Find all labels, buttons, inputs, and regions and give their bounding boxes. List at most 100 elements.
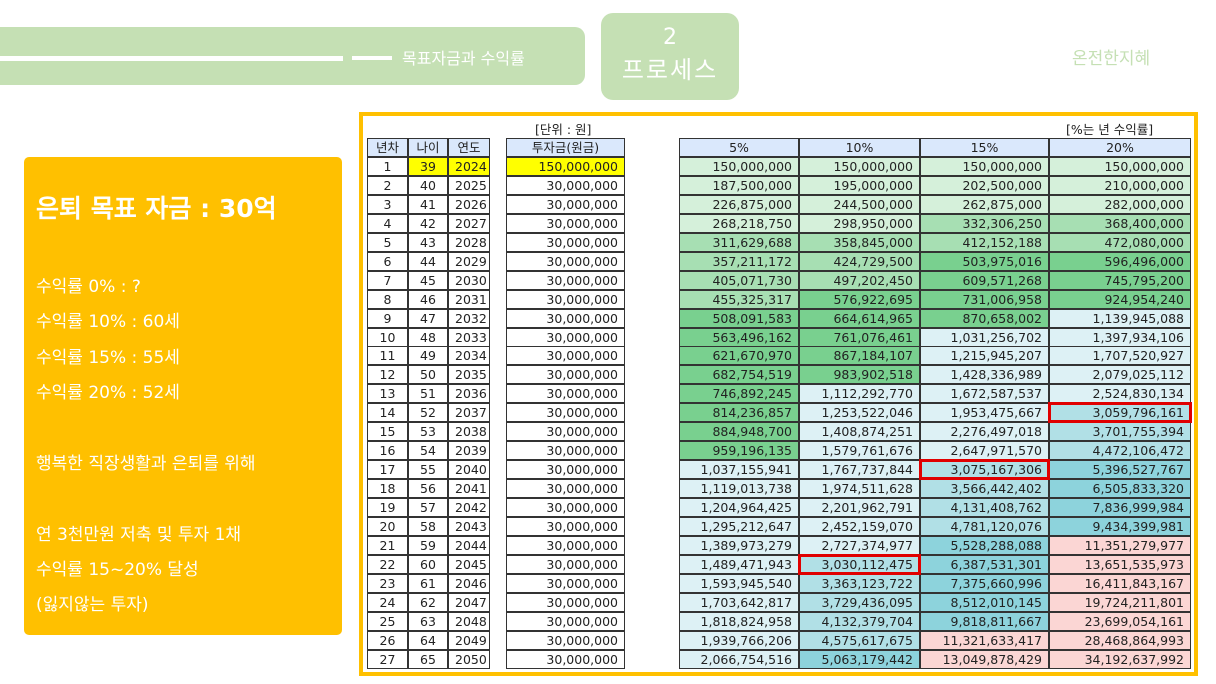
cell-rate-10[interactable]: 497,202,450 [799, 270, 920, 290]
cell-rate-5[interactable]: 814,236,857 [679, 403, 799, 423]
cell-year-index[interactable]: 23 [367, 573, 408, 593]
cell-age[interactable]: 65 [408, 649, 448, 669]
cell-rate-20[interactable]: 2,079,025,112 [1049, 365, 1191, 385]
cell-rate-20[interactable]: 282,000,000 [1049, 194, 1191, 214]
cell-rate-20-highlighted[interactable]: 3,059,796,161 [1048, 402, 1192, 424]
cell-rate-15[interactable]: 609,571,268 [920, 270, 1049, 290]
cell-rate-20[interactable]: 16,411,843,167 [1049, 573, 1191, 593]
cell-rate-15[interactable]: 4,781,120,076 [920, 517, 1049, 536]
cell-rate-15[interactable]: 731,006,958 [920, 289, 1049, 309]
cell-rate-10[interactable]: 3,363,123,722 [799, 573, 920, 593]
header-rate-5[interactable]: 5% [679, 138, 799, 157]
cell-rate-15[interactable]: 2,276,497,018 [920, 422, 1049, 442]
cell-rate-10[interactable]: 150,000,000 [799, 156, 920, 176]
cell-rate-5[interactable]: 1,204,964,425 [679, 498, 799, 518]
cell-age[interactable]: 57 [408, 498, 448, 518]
cell-year-index[interactable]: 14 [367, 403, 408, 423]
cell-rate-15[interactable]: 13,049,878,429 [920, 649, 1049, 669]
cell-rate-10[interactable]: 5,063,179,442 [799, 649, 920, 669]
cell-rate-15[interactable]: 1,672,587,537 [920, 384, 1049, 404]
cell-rate-5[interactable]: 746,892,245 [679, 384, 799, 404]
cell-year[interactable]: 2037 [448, 403, 490, 423]
cell-principal[interactable]: 30,000,000 [506, 232, 625, 252]
cell-rate-20[interactable]: 6,505,833,320 [1049, 479, 1191, 499]
cell-rate-20[interactable]: 11,351,279,977 [1049, 535, 1191, 555]
cell-rate-15[interactable]: 1,428,336,989 [920, 365, 1049, 385]
cell-rate-5[interactable]: 311,629,688 [679, 232, 799, 252]
cell-age[interactable]: 39 [408, 156, 448, 176]
cell-rate-5[interactable]: 150,000,000 [679, 156, 799, 176]
cell-year[interactable]: 2041 [448, 479, 490, 499]
cell-year-index[interactable]: 12 [367, 365, 408, 385]
header-rate-20[interactable]: 20% [1049, 138, 1191, 157]
cell-year[interactable]: 2043 [448, 517, 490, 536]
cell-rate-10[interactable]: 1,408,874,251 [799, 422, 920, 442]
cell-rate-5[interactable]: 268,218,750 [679, 213, 799, 233]
cell-age[interactable]: 40 [408, 175, 448, 195]
cell-rate-5[interactable]: 682,754,519 [679, 365, 799, 385]
cell-age[interactable]: 47 [408, 308, 448, 328]
cell-age[interactable]: 56 [408, 479, 448, 499]
cell-rate-10-highlighted[interactable]: 3,030,112,475 [798, 553, 921, 575]
cell-rate-20[interactable]: 19,724,211,801 [1049, 592, 1191, 612]
cell-rate-20[interactable]: 13,651,535,973 [1049, 554, 1191, 574]
cell-rate-20[interactable]: 596,496,000 [1049, 251, 1191, 271]
cell-rate-10[interactable]: 298,950,000 [799, 213, 920, 233]
cell-rate-15[interactable]: 2,647,971,570 [920, 441, 1049, 461]
cell-rate-10[interactable]: 244,500,000 [799, 194, 920, 214]
cell-rate-15[interactable]: 870,658,002 [920, 308, 1049, 328]
cell-rate-10[interactable]: 2,452,159,070 [799, 517, 920, 536]
cell-age[interactable]: 62 [408, 592, 448, 612]
cell-principal[interactable]: 30,000,000 [506, 403, 625, 423]
cell-rate-15[interactable]: 6,387,531,301 [920, 554, 1049, 574]
cell-age[interactable]: 45 [408, 270, 448, 290]
cell-year-index[interactable]: 6 [367, 251, 408, 271]
cell-rate-20[interactable]: 28,468,864,993 [1049, 630, 1191, 650]
cell-rate-5[interactable]: 621,670,970 [679, 346, 799, 366]
cell-age[interactable]: 48 [408, 327, 448, 347]
cell-year[interactable]: 2033 [448, 327, 490, 347]
cell-principal[interactable]: 30,000,000 [506, 517, 625, 536]
cell-rate-10[interactable]: 195,000,000 [799, 175, 920, 195]
cell-age[interactable]: 60 [408, 554, 448, 574]
cell-principal[interactable]: 30,000,000 [506, 422, 625, 442]
cell-rate-10[interactable]: 576,922,695 [799, 289, 920, 309]
cell-rate-20[interactable]: 472,080,000 [1049, 232, 1191, 252]
cell-rate-5[interactable]: 1,037,155,941 [679, 460, 799, 480]
cell-age[interactable]: 54 [408, 441, 448, 461]
cell-rate-5[interactable]: 455,325,317 [679, 289, 799, 309]
cell-principal[interactable]: 150,000,000 [506, 156, 625, 176]
cell-rate-20[interactable]: 924,954,240 [1049, 289, 1191, 309]
cell-principal[interactable]: 30,000,000 [506, 479, 625, 499]
cell-year[interactable]: 2031 [448, 289, 490, 309]
cell-rate-10[interactable]: 3,729,436,095 [799, 592, 920, 612]
cell-age[interactable]: 51 [408, 384, 448, 404]
cell-rate-5[interactable]: 1,939,766,206 [679, 630, 799, 650]
cell-principal[interactable]: 30,000,000 [506, 460, 625, 480]
cell-rate-5[interactable]: 1,295,212,647 [679, 517, 799, 536]
cell-rate-5[interactable]: 1,593,945,540 [679, 573, 799, 593]
cell-rate-15-highlighted[interactable]: 3,075,167,306 [919, 459, 1050, 481]
cell-year[interactable]: 2025 [448, 175, 490, 195]
cell-rate-5[interactable]: 405,071,730 [679, 270, 799, 290]
cell-principal[interactable]: 30,000,000 [506, 175, 625, 195]
cell-year[interactable]: 2027 [448, 213, 490, 233]
cell-rate-20[interactable]: 3,701,755,394 [1049, 422, 1191, 442]
cell-rate-15[interactable]: 503,975,016 [920, 251, 1049, 271]
cell-rate-20[interactable]: 745,795,200 [1049, 270, 1191, 290]
cell-year-index[interactable]: 4 [367, 213, 408, 233]
cell-year[interactable]: 2024 [448, 156, 490, 176]
cell-rate-5[interactable]: 1,389,973,279 [679, 535, 799, 555]
cell-rate-15[interactable]: 412,152,188 [920, 232, 1049, 252]
header-year[interactable]: 연도 [448, 138, 490, 157]
cell-rate-5[interactable]: 1,818,824,958 [679, 611, 799, 631]
cell-age[interactable]: 46 [408, 289, 448, 309]
cell-rate-20[interactable]: 5,396,527,767 [1049, 460, 1191, 480]
cell-rate-10[interactable]: 2,201,962,791 [799, 498, 920, 518]
cell-principal[interactable]: 30,000,000 [506, 346, 625, 366]
cell-rate-10[interactable]: 761,076,461 [799, 327, 920, 347]
cell-rate-10[interactable]: 1,112,292,770 [799, 384, 920, 404]
cell-age[interactable]: 55 [408, 460, 448, 480]
cell-year[interactable]: 2032 [448, 308, 490, 328]
cell-year-index[interactable]: 24 [367, 592, 408, 612]
